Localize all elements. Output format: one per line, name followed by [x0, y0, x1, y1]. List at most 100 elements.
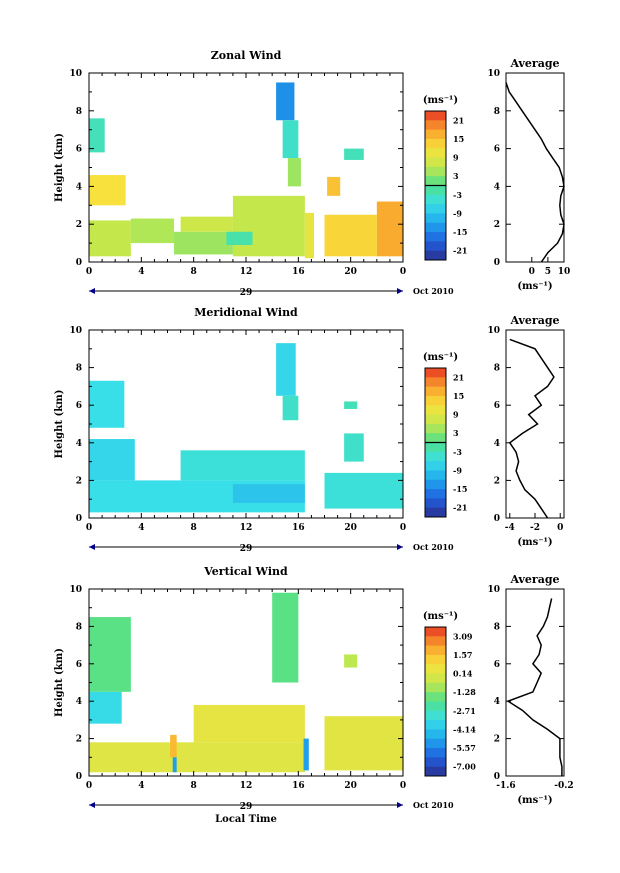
- heatmap-cell: [89, 118, 105, 153]
- colorbar-segment: [425, 138, 446, 149]
- heatmap-cell: [172, 757, 177, 773]
- colorbar-label: -21: [453, 246, 467, 256]
- heatmap-cell: [89, 691, 122, 724]
- y-tick-label: 6: [76, 401, 82, 411]
- x-tick-label: 4: [138, 781, 144, 791]
- heatmap-cell: [232, 484, 305, 503]
- x-tick-label: 0: [86, 523, 92, 533]
- colorbar-segment: [425, 377, 446, 388]
- y-tick-label: 2: [76, 735, 82, 745]
- colorbar-label: -7.00: [453, 762, 476, 772]
- colorbar-segment: [425, 194, 446, 205]
- colorbar-segment: [425, 692, 446, 702]
- date-bar-arrow-left: [89, 288, 95, 294]
- profile-y-tick-label: 4: [494, 182, 500, 192]
- profile-x-tick-label: -1.6: [496, 781, 515, 791]
- profile-y-tick-label: 6: [494, 401, 500, 411]
- x-tick-label: 16: [292, 781, 305, 791]
- profile-y-tick-label: 10: [487, 585, 500, 595]
- colorbar-segment: [425, 204, 446, 214]
- profile-y-tick-label: 2: [494, 220, 500, 230]
- x-tick-label: 0: [400, 523, 406, 533]
- heatmap-cell: [327, 176, 341, 196]
- colorbar-label: 21: [453, 372, 464, 382]
- profile-x-tick-label: 0: [557, 523, 563, 533]
- y-tick-label: 4: [76, 439, 82, 449]
- heatmap-cell: [324, 716, 403, 771]
- profile-title: Average: [509, 573, 559, 586]
- profile-y-tick-label: 0: [494, 772, 500, 782]
- y-tick-label: 8: [76, 364, 82, 374]
- day-label: 29: [240, 802, 253, 812]
- colorbar-segment: [425, 414, 446, 425]
- profile-title: Average: [509, 314, 559, 327]
- colorbar-segment: [425, 645, 446, 656]
- heatmap-cell: [89, 380, 125, 428]
- x-tick-label: 20: [344, 267, 357, 277]
- colorbar-label: -9: [453, 208, 462, 218]
- profile-line: [506, 598, 563, 776]
- colorbar-segment: [425, 720, 446, 730]
- profile-y-tick-label: 10: [487, 69, 500, 79]
- date-bar-arrow-right: [397, 544, 403, 550]
- profile-x-label: (ms⁻¹): [517, 795, 552, 806]
- colorbar-segment: [425, 368, 446, 378]
- y-tick-label: 4: [76, 182, 82, 192]
- colorbar-segment: [425, 405, 446, 416]
- colorbar-segment: [425, 748, 446, 758]
- colorbar-label: -4.14: [453, 724, 476, 734]
- heatmap-cell: [89, 617, 131, 692]
- y-tick-label: 6: [76, 145, 82, 155]
- colorbar-frame: [424, 626, 447, 777]
- profile-x-tick-label: -2: [530, 523, 540, 533]
- panel-title: Meridional Wind: [194, 306, 298, 319]
- heatmap-cell: [344, 401, 358, 409]
- heatmap-cell: [180, 450, 305, 481]
- y-tick-label: 6: [76, 660, 82, 670]
- colorbar-segment: [425, 222, 446, 233]
- profile-y-tick-label: 4: [494, 697, 500, 707]
- colorbar-segment: [425, 395, 446, 406]
- date-bar-arrow-left: [89, 544, 95, 550]
- heatmap-cell: [89, 742, 305, 773]
- profile-y-tick-label: 8: [494, 107, 500, 117]
- colorbar-unit: (ms⁻¹): [423, 95, 458, 106]
- colorbar-segment: [425, 157, 446, 168]
- heatmap-cell: [324, 472, 403, 509]
- heatmap-cell: [89, 439, 135, 481]
- heatmap-cell: [226, 231, 253, 245]
- colorbar-label: 1.57: [453, 650, 472, 660]
- x-tick-label: 12: [240, 781, 253, 791]
- profile-y-tick-label: 2: [494, 735, 500, 745]
- x-axis-label: Local Time: [215, 814, 277, 825]
- heatmap-cell: [304, 212, 315, 259]
- profile-x-tick-label: 10: [558, 267, 571, 277]
- colorbar-label: -1.28: [453, 687, 476, 697]
- colorbar-label: 21: [453, 115, 464, 125]
- x-tick-label: 4: [138, 523, 144, 533]
- profile-y-tick-label: 2: [494, 476, 500, 486]
- profile-y-tick-label: 0: [494, 258, 500, 268]
- colorbar-label: 3: [453, 171, 459, 181]
- y-tick-label: 0: [76, 772, 82, 782]
- profile-title: Average: [509, 57, 559, 70]
- profile-line: [508, 338, 555, 519]
- colorbar-label: 0.14: [453, 669, 473, 679]
- y-tick-label: 8: [76, 107, 82, 117]
- heatmap-cell: [376, 201, 403, 257]
- colorbar-segment: [425, 120, 446, 131]
- y-tick-label: 2: [76, 476, 82, 486]
- heatmap-cell: [170, 734, 177, 758]
- date-bar-arrow-right: [397, 288, 403, 294]
- heatmap-cell: [180, 216, 233, 232]
- colorbar-label: 15: [453, 391, 464, 401]
- colorbar-segment: [425, 489, 446, 499]
- y-axis-label: Height (km): [54, 133, 65, 202]
- colorbar-label: 3: [453, 428, 459, 438]
- x-tick-label: 8: [191, 523, 197, 533]
- colorbar-segment: [425, 423, 446, 434]
- heatmap-cell: [89, 220, 131, 257]
- profile-y-tick-label: 10: [487, 326, 500, 336]
- colorbar-segment: [425, 729, 446, 740]
